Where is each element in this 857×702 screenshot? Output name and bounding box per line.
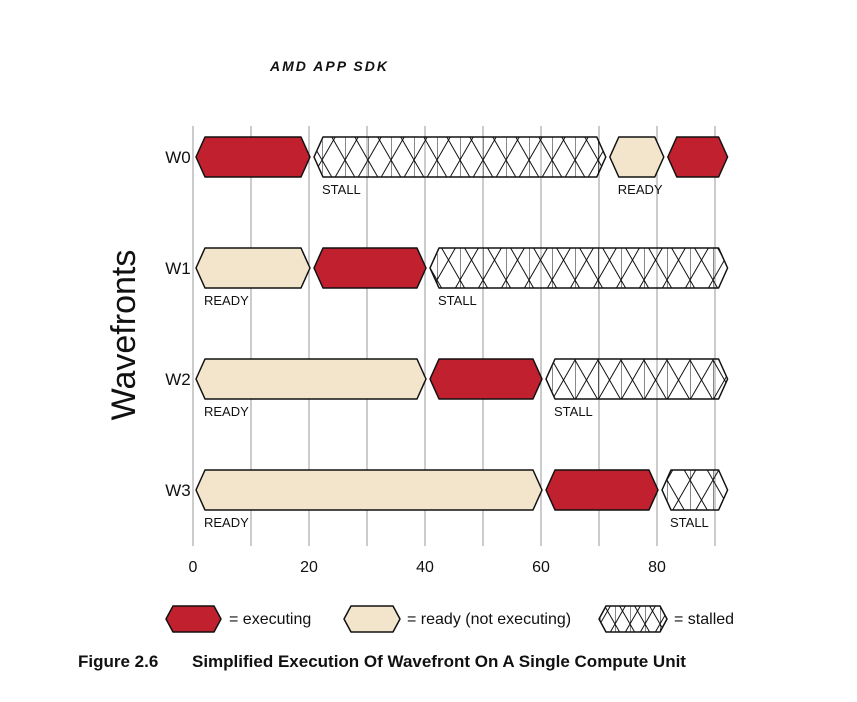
row-label-w3: W3: [165, 481, 191, 500]
figure-caption: Figure 2.6 Simplified Execution Of Wavefr…: [78, 652, 686, 672]
segment-stalled-w2-2: [545, 358, 729, 400]
segment-label-w1-2: STALL: [438, 293, 477, 308]
segment-executing-w2-1: [429, 358, 543, 400]
legend-swatch-ready: [343, 605, 401, 633]
legend-label-stalled: = stalled: [674, 611, 734, 628]
row-label-w0: W0: [165, 148, 191, 167]
wavefront-rows: W0 STALL READY W1 READY STALL W2 READY STALL W3 RE…: [165, 136, 729, 530]
legend-label-ready: = ready (not executing): [407, 611, 571, 628]
figure-number: Figure 2.6: [78, 652, 159, 671]
x-tick-label-80: 80: [648, 559, 666, 576]
segment-label-w2-0: READY: [204, 404, 249, 419]
segment-label-w3-0: READY: [204, 515, 249, 530]
segment-label-w0-1: STALL: [322, 182, 361, 197]
row-label-w1: W1: [165, 259, 191, 278]
wavefront-row-w2: W2 READY STALL: [165, 358, 729, 419]
y-axis-label: Wavefronts: [105, 250, 143, 421]
legend-label-executing: = executing: [229, 611, 311, 628]
segment-stalled-w1-2: [429, 247, 729, 289]
row-label-w2: W2: [165, 370, 191, 389]
segment-stalled-w0-1: [313, 136, 607, 178]
legend-swatch-executing: [165, 605, 222, 633]
segment-label-w0-2: READY: [618, 182, 663, 197]
segment-ready-w2-0: [195, 358, 427, 400]
wavefront-row-w0: W0 STALL READY: [165, 136, 729, 197]
segment-executing-w1-1: [313, 247, 427, 289]
segment-executing-w0-0: [195, 136, 311, 178]
x-tick-label-40: 40: [416, 559, 434, 576]
legend-swatch-stalled: [598, 605, 668, 633]
segment-executing-w3-1: [545, 469, 659, 511]
wavefront-row-w1: W1 READY STALL: [165, 247, 729, 308]
x-tick-label-0: 0: [189, 559, 198, 576]
figure-caption-text: Simplified Execution Of Wavefront On A S…: [192, 652, 686, 671]
segment-ready-w0-2: [609, 136, 665, 178]
segment-ready-w1-0: [195, 247, 311, 289]
legend: = executing = ready (not executing) = stal…: [165, 605, 734, 633]
segment-label-w2-2: STALL: [554, 404, 593, 419]
segment-stalled-w3-2: [661, 469, 729, 511]
segment-label-w3-2: STALL: [670, 515, 709, 530]
x-tick-label-60: 60: [532, 559, 550, 576]
header-title: AMD APP SDK: [270, 58, 389, 74]
x-tick-label-20: 20: [300, 559, 318, 576]
wavefront-row-w3: W3 READY STALL: [165, 469, 729, 530]
segment-label-w1-0: READY: [204, 293, 249, 308]
segment-ready-w3-0: [195, 469, 543, 511]
x-axis: 0 20 40 60 80: [189, 559, 666, 576]
segment-executing-w0-3: [667, 136, 729, 178]
